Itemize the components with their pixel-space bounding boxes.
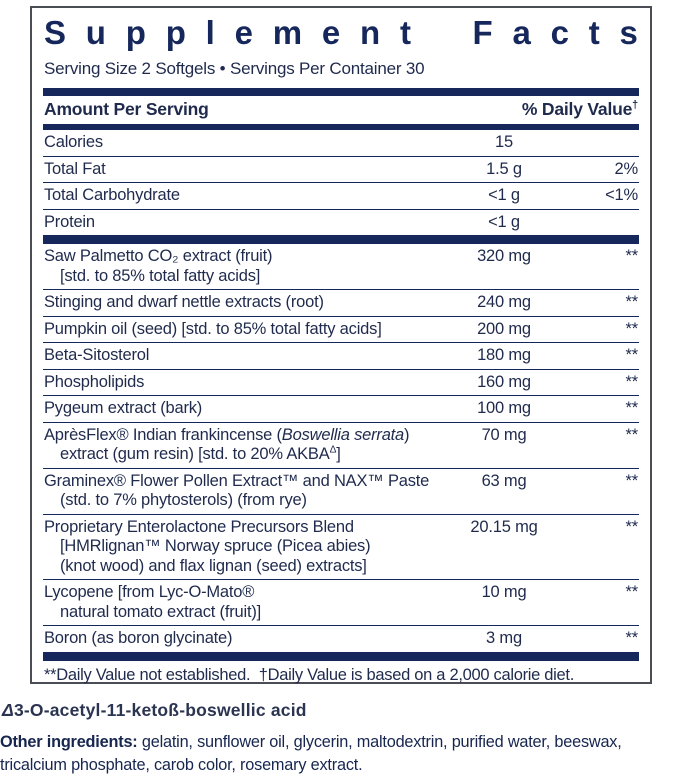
table-row: Pygeum extract (bark) 100 mg **: [43, 395, 639, 422]
nutrient-name: Pygeum extract (bark): [44, 399, 203, 417]
table-row: Phospholipids 160 mg **: [43, 368, 639, 396]
other-ingredients-text: gelatin, sunflower oil, glycerin, maltod…: [0, 733, 622, 774]
macro-nutrient-rows: Calories 15 Total Fat 1.5 g 2% Total Carbohyd…: [43, 130, 639, 235]
serving-info: Serving Size 2 Softgels • Servings Per C…: [44, 59, 425, 78]
nutrient-amount: 20.15 mg: [470, 517, 538, 536]
other-ingredients-label: Other ingredients:: [0, 733, 138, 751]
nutrient-daily-value: **: [625, 517, 639, 536]
nutrient-name: Total Carbohydrate: [44, 186, 180, 204]
column-header-row: Amount Per Serving % Daily Value†: [43, 96, 639, 124]
divider-bar-thick: [43, 88, 639, 96]
nutrient-daily-value: **: [625, 319, 639, 338]
nutrient-name: Graminex® Flower Pollen Extract™ and NAX…: [44, 471, 430, 510]
nutrient-daily-value: **: [625, 425, 639, 444]
nutrient-daily-value: **: [625, 293, 639, 311]
nutrient-amount: <1 g: [488, 186, 520, 204]
nutrient-name: Protein: [44, 212, 95, 231]
nutrient-amount: 70 mg: [481, 425, 527, 444]
dagger-symbol: †: [632, 99, 638, 112]
table-row: Total Carbohydrate <1 g <1%: [43, 182, 639, 209]
nutrient-amount: 160 mg: [477, 372, 531, 391]
table-row: Boron (as boron glycinate) 3 mg **: [43, 625, 639, 652]
nutrient-daily-value: **: [625, 629, 639, 647]
table-row: Proprietary Enterolactone Precursors Ble…: [43, 513, 639, 580]
nutrient-daily-value: **: [625, 247, 639, 265]
nutrient-name: Pumpkin oil (seed) [std. to 85% total fa…: [44, 319, 382, 338]
table-row: Lycopene [from Lyc-O-Mato® natural tomato…: [43, 579, 639, 625]
table-row: Beta-Sitosterol 180 mg **: [43, 342, 639, 369]
table-row: Saw Palmetto CO₂ extract (fruit) [std. to…: [43, 244, 639, 289]
nutrient-daily-value: **: [625, 399, 639, 417]
table-row: Pumpkin oil (seed) [std. to 85% total fa…: [43, 315, 639, 343]
nutrient-amount: 63 mg: [481, 471, 527, 490]
nutrient-daily-value: <1%: [605, 186, 638, 204]
nutrient-name: Proprietary Enterolactone Precursors Ble…: [44, 517, 371, 575]
nutrient-amount: 3 mg: [486, 629, 522, 647]
nutrient-name: Stinging and dwarf nettle extracts (root…: [44, 293, 324, 311]
nutrient-name: Calories: [44, 133, 103, 151]
nutrient-name: Lycopene [from Lyc-O-Mato® natural tomato…: [44, 583, 262, 621]
nutrient-amount: <1 g: [488, 212, 520, 231]
nutrient-daily-value: 2%: [614, 159, 639, 178]
nutrient-daily-value: **: [625, 471, 639, 490]
nutrient-name: AprèsFlex® Indian frankincense (Boswelli…: [44, 425, 410, 464]
table-row: Stinging and dwarf nettle extracts (root…: [43, 289, 639, 316]
table-row: Calories 15: [43, 130, 639, 156]
nutrient-name: Boron (as boron glycinate): [44, 629, 233, 647]
nutrient-amount: 1.5 g: [486, 159, 522, 178]
nutrient-amount: 10 mg: [481, 583, 527, 601]
divider-bar-medium: [43, 124, 639, 130]
table-row: AprèsFlex® Indian frankincense (Boswelli…: [43, 421, 639, 468]
table-row: Total Fat 1.5 g 2%: [43, 155, 639, 183]
divider-bar-thick: [43, 235, 639, 244]
nutrient-name: Total Fat: [44, 159, 106, 178]
daily-value-header: % Daily Value†: [521, 99, 638, 119]
other-ingredients: Other ingredients: gelatin, sunflower oi…: [0, 731, 679, 777]
amount-per-serving-header: Amount Per Serving: [44, 99, 209, 119]
akba-definition-note: Δ3-O-acetyl-11-ketoß-boswellic acid: [2, 700, 307, 720]
table-row: Graminex® Flower Pollen Extract™ and NAX…: [43, 467, 639, 514]
nutrient-name: Phospholipids: [44, 372, 145, 391]
supplement-rows: Saw Palmetto CO₂ extract (fruit) [std. to…: [43, 244, 639, 652]
daily-value-footnote: **Daily Value not established. †Daily Va…: [44, 665, 574, 684]
nutrient-name: Saw Palmetto CO₂ extract (fruit) [std. to…: [44, 247, 273, 285]
nutrient-amount: 240 mg: [477, 293, 531, 311]
nutrient-daily-value: **: [625, 583, 639, 601]
nutrient-amount: 200 mg: [477, 319, 531, 338]
table-row: Protein <1 g: [43, 208, 639, 236]
nutrient-amount: 100 mg: [477, 399, 531, 417]
nutrient-daily-value: **: [625, 346, 639, 364]
nutrient-amount: 15: [495, 133, 513, 151]
divider-bar-thick: [43, 651, 639, 661]
nutrient-amount: 180 mg: [477, 346, 531, 364]
nutrient-amount: 320 mg: [477, 247, 531, 265]
nutrient-name: Beta-Sitosterol: [44, 346, 150, 364]
nutrient-daily-value: **: [625, 372, 639, 391]
